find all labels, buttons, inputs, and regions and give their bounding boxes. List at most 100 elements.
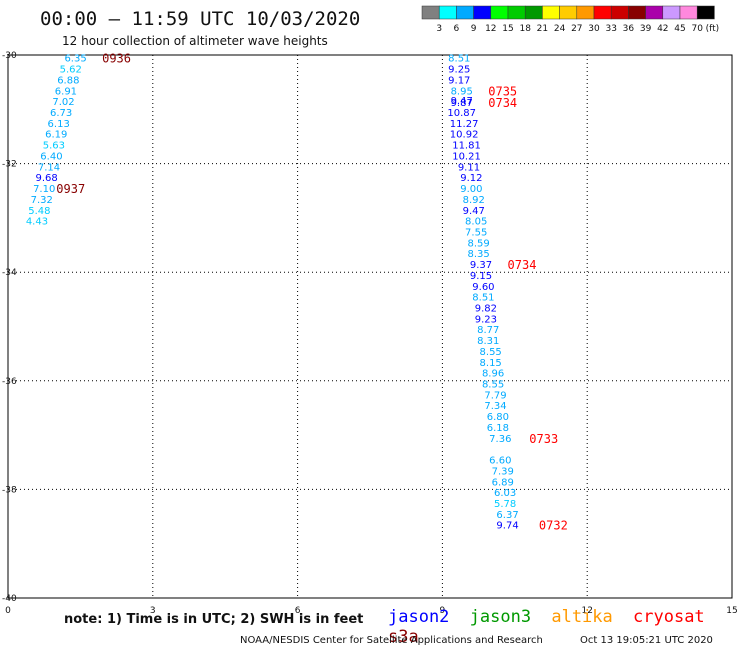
color-scale-label: 36 [623,24,635,34]
color-scale-label: 27 [571,24,582,34]
color-scale-label: 18 [519,24,531,34]
data-point-label: 9.60 [472,282,494,293]
data-point-label: 9.68 [35,173,57,184]
color-scale-swatch [610,5,629,20]
data-point-label: 6.80 [487,412,509,423]
x-tick-label: 15 [726,606,737,616]
color-scale-swatch [542,5,560,20]
x-tick-label: 6 [295,606,301,616]
color-scale-label: 45 [674,24,685,34]
x-tick-label: 12 [581,606,592,616]
color-scale-label: 3 [436,24,442,34]
data-point-label: 7.02 [52,97,74,108]
color-scale-label: 21 [537,24,548,34]
color-scale-label: 9 [471,24,477,34]
color-scale-swatch [490,5,509,20]
footer-credit: NOAA/NESDIS Center for Satellite Applica… [240,635,543,646]
y-tick-label: -30 [2,51,17,61]
plot-frame [7,54,733,599]
data-point-label: 7.79 [484,390,506,401]
color-scale-swatch [628,5,646,20]
data-point-label: 6.91 [55,86,77,97]
satellite-jason2: jason2 [388,607,450,627]
satellite-altika: altika [551,607,613,627]
footer-timestamp: Oct 13 19:05:21 UTC 2020 [580,635,713,646]
satellite-s3a: s3a [388,627,419,647]
data-point-label: 9.25 [448,65,470,76]
color-scale-swatch [679,5,698,20]
data-point-label: 10.21 [452,151,481,162]
data-point-label: 9.11 [458,162,480,173]
data-point-label: 9.82 [475,303,497,314]
time-annotation: 0733 [529,432,558,446]
data-point-label: 8.51 [472,293,494,304]
data-point-label: 8.59 [467,238,489,249]
y-tick-label: -40 [2,594,17,604]
data-point-label: 9.15 [470,271,492,282]
color-scale-swatch [645,5,664,20]
color-scale-swatch [473,5,492,20]
color-scale-swatch [576,5,595,20]
y-tick-label: -34 [2,268,17,278]
data-point-label: 5.48 [28,206,50,217]
time-annotation: 0734 [508,258,537,272]
color-scale-label: 15 [502,24,513,34]
color-scale-label: 42 [657,24,668,34]
data-point-label: 9.00 [460,184,482,195]
x-tick-label: 0 [5,606,11,616]
data-point-label: 9.47 [451,96,473,107]
color-scale-swatch [507,5,526,20]
color-scale-swatch [524,5,543,20]
chart-title: 00:00 – 11:59 UTC 10/03/2020 [40,8,361,30]
color-scale-label: 12 [485,24,496,34]
data-point-label: 6.60 [489,456,511,467]
data-point-label: 9.87 [451,98,473,109]
data-point-label: 8.55 [480,347,502,358]
data-point-label: 6.73 [50,108,72,119]
data-point-label: 9.17 [448,75,470,86]
data-point-label: 9.12 [460,173,482,184]
data-point-label: 8.55 [482,380,504,391]
data-point-label: 6.88 [57,75,79,86]
footer-note: note: 1) Time is in UTC; 2) SWH is in fe… [64,612,364,627]
data-point-label: 7.14 [38,162,60,173]
color-scale-swatch [438,5,457,20]
color-scale-label: 30 [588,24,600,34]
data-point-label: 6.37 [496,510,518,521]
color-scale-swatch [696,5,715,20]
time-annotation: 0937 [56,182,85,196]
data-point-label: 9.74 [496,521,518,532]
data-point-label: 5.62 [60,65,82,76]
satellite-jason3: jason3 [469,607,532,627]
satellite-legend: jason2 jason3 altika cryosat s3a [388,607,740,647]
y-tick-label: -32 [2,160,17,170]
color-scale-label: 6 [454,24,460,34]
time-annotation: 0734 [488,96,517,110]
color-scale-swatch [559,5,578,20]
data-point-label: 8.92 [463,195,485,206]
color-scale-label: 70 [691,24,703,34]
color-scale-label: 33 [605,24,616,34]
data-point-label: 5.63 [43,141,65,152]
data-point-label: 6.13 [48,119,70,130]
data-point-label: 8.77 [477,325,499,336]
data-point-label: 8.95 [451,86,473,97]
data-point-label: 10.92 [450,130,479,141]
data-point-label: 6.89 [492,477,514,488]
data-point-label: 7.34 [484,401,506,412]
data-point-label: 9.23 [475,314,497,325]
data-point-label: 5.78 [494,499,516,510]
color-scale-swatch [456,5,474,20]
data-point-label: 7.10 [33,184,55,195]
color-scale-label: 39 [640,24,652,34]
data-point-label: 6.35 [64,54,86,65]
data-point-label: 6.19 [45,130,67,141]
data-point-label: 8.15 [480,358,502,369]
data-point-label: 8.51 [448,54,470,65]
color-scale-label: 24 [554,24,566,34]
data-point-label: 7.36 [489,434,511,445]
data-point-label: 8.96 [482,369,504,380]
y-tick-label: -36 [2,377,17,387]
data-point-label: 7.32 [31,195,53,206]
